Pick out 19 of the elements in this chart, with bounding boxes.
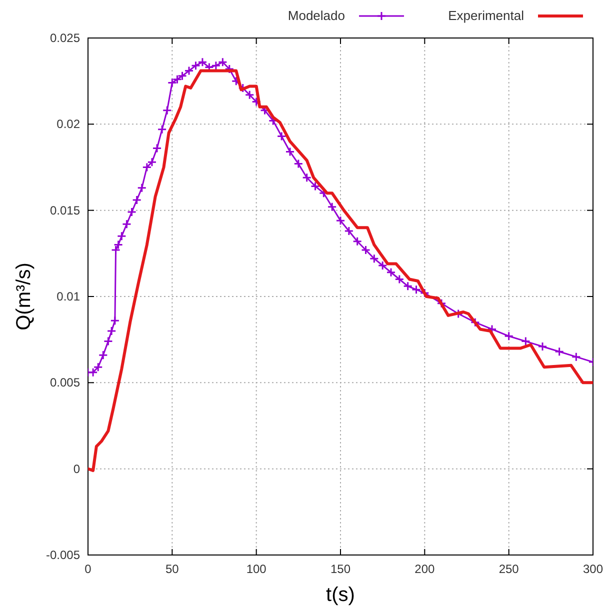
legend-label: Experimental (448, 8, 524, 23)
y-tick-label: 0.02 (56, 117, 80, 132)
x-tick-label: 250 (498, 562, 520, 576)
x-tick-label: 300 (582, 562, 604, 576)
x-tick-label: 150 (330, 562, 351, 576)
x-tick-label: 100 (246, 562, 267, 576)
y-tick-label: 0.01 (56, 290, 80, 304)
y-axis-title: Q(m³/s) (13, 262, 35, 330)
y-tick-label: -0.005 (46, 548, 80, 562)
y-tick-label: 0.025 (50, 31, 80, 45)
y-tick-label: 0 (73, 462, 80, 476)
x-tick-label: 50 (165, 562, 180, 576)
line-series (88, 69, 593, 472)
x-tick-label: 0 (84, 562, 92, 576)
y-tick-label: 0.005 (50, 376, 80, 390)
x-axis-title: t(s) (326, 584, 355, 606)
x-tick-label: 200 (414, 562, 435, 576)
legend-label: Modelado (288, 8, 345, 23)
y-tick-label: 0.015 (50, 203, 80, 218)
